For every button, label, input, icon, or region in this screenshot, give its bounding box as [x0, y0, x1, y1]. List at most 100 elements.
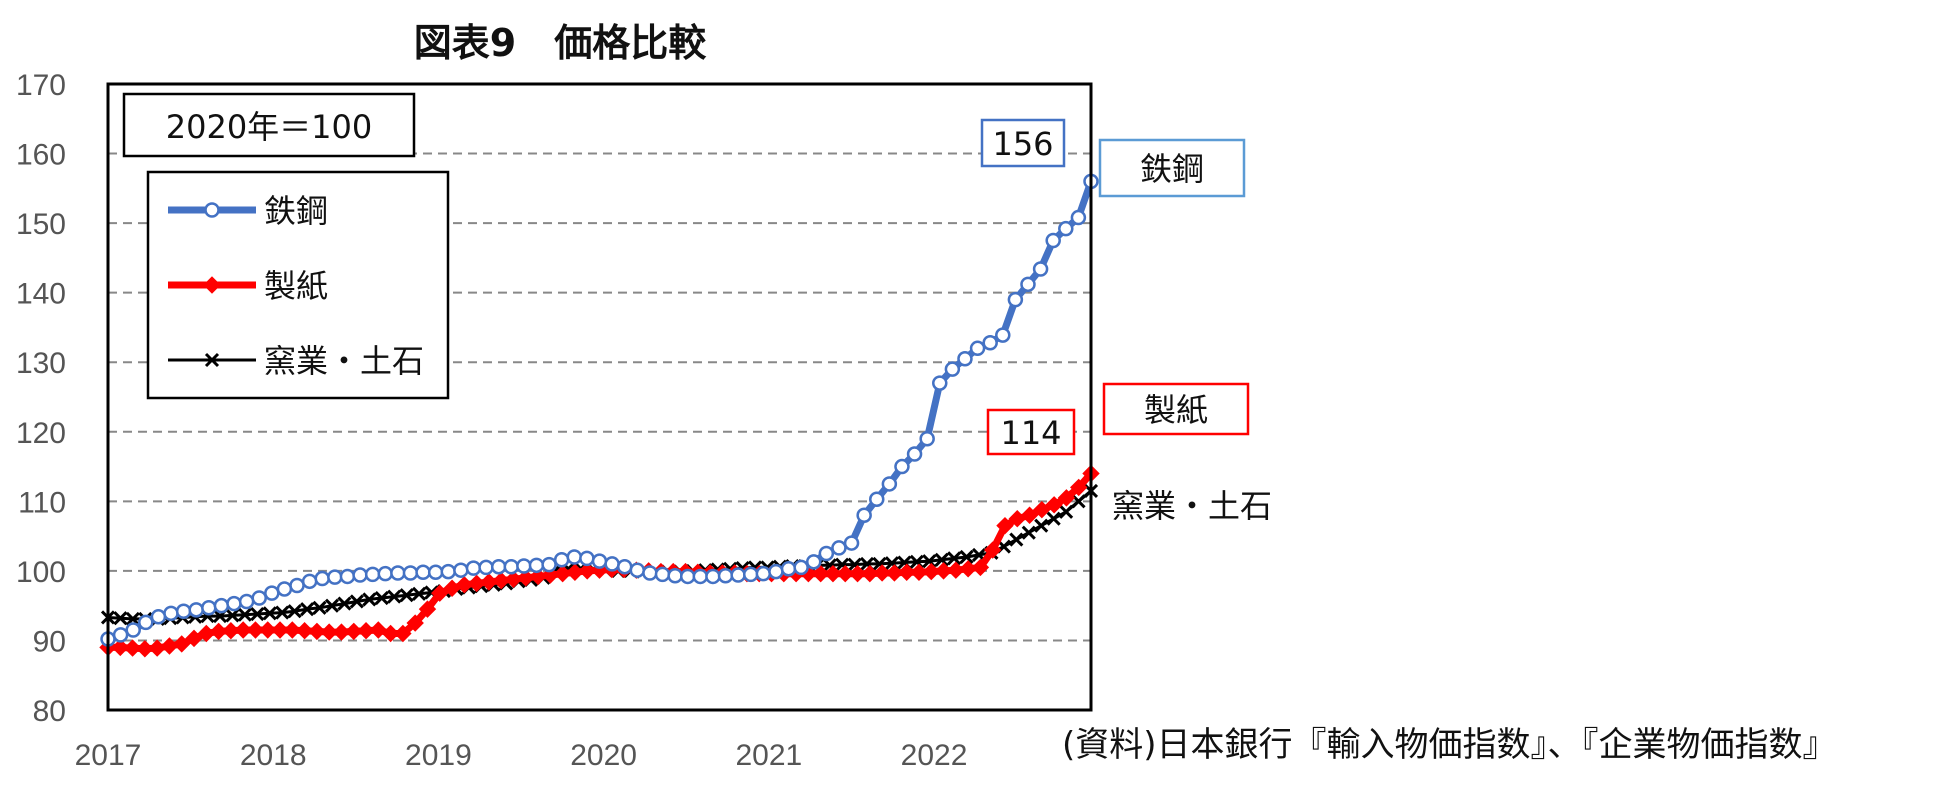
- data-point: [374, 590, 389, 606]
- data-point: [324, 598, 340, 613]
- steel-name: 鉄鋼: [1140, 150, 1204, 188]
- data-point: [856, 507, 872, 523]
- y-tick-label: 90: [33, 625, 66, 658]
- data-point: [349, 594, 364, 609]
- data-point: [1021, 525, 1036, 540]
- data-point: [1020, 506, 1039, 524]
- data-point: [369, 621, 388, 639]
- data-point: [125, 622, 141, 638]
- steel-end-value: 156: [992, 125, 1053, 163]
- data-point: [566, 549, 583, 565]
- data-point: [357, 621, 375, 640]
- y-tick-label: 120: [16, 417, 66, 450]
- data-point: [387, 589, 402, 604]
- data-point: [996, 516, 1014, 535]
- data-point: [944, 361, 961, 377]
- data-point: [591, 553, 608, 569]
- data-point: [705, 568, 721, 585]
- data-point: [394, 624, 412, 643]
- data-point: [150, 609, 167, 625]
- data-point: [541, 556, 557, 573]
- paper-name: 製紙: [1144, 391, 1208, 429]
- data-point: [136, 640, 154, 658]
- data-point: [983, 541, 1002, 559]
- data-point: [402, 565, 419, 581]
- chart-title: 図表9 価格比較: [414, 21, 707, 65]
- data-point: [971, 558, 990, 577]
- data-point: [201, 600, 217, 616]
- data-point: [885, 564, 904, 582]
- data-point: [654, 566, 671, 583]
- data-point: [352, 567, 368, 583]
- y-tick-label: 110: [18, 486, 66, 519]
- y-tick-label: 100: [16, 556, 66, 589]
- data-point: [793, 559, 809, 576]
- data-point: [861, 564, 879, 583]
- data-point: [1032, 261, 1049, 277]
- data-point: [1045, 496, 1063, 514]
- data-point: [185, 629, 203, 648]
- data-point: [843, 535, 860, 551]
- legend-marker: [203, 276, 221, 294]
- y-tick-label: 160: [16, 139, 66, 172]
- data-point: [730, 567, 746, 583]
- legend-label: 窯業・土石: [264, 342, 424, 380]
- data-point: [1057, 489, 1076, 507]
- data-point: [1034, 518, 1049, 533]
- data-point: [381, 624, 400, 643]
- data-point: [805, 554, 822, 570]
- plot-area: [106, 82, 1093, 712]
- data-point: [969, 340, 986, 357]
- data-point: [225, 608, 240, 623]
- base-note: 2020年＝100: [166, 108, 373, 146]
- data-point: [275, 605, 290, 620]
- data-point: [934, 562, 953, 580]
- data-point: [755, 565, 772, 582]
- data-point: [112, 627, 129, 643]
- data-point: [811, 564, 830, 583]
- data-point: [848, 564, 867, 583]
- data-point: [947, 551, 962, 566]
- data-point: [314, 570, 330, 587]
- data-point: [453, 562, 469, 578]
- data-point: [579, 550, 595, 567]
- data-point: [173, 635, 191, 653]
- data-point: [642, 565, 658, 581]
- data-point: [138, 614, 154, 631]
- data-point: [390, 565, 406, 581]
- base-note-box: [122, 92, 416, 158]
- y-tick-label: 80: [33, 695, 66, 728]
- data-point: [113, 611, 128, 626]
- data-point: [667, 568, 683, 584]
- data-point: [934, 552, 949, 567]
- series-layer: [99, 173, 1100, 658]
- data-point: [869, 491, 885, 507]
- x-tick-label: 2018: [240, 739, 307, 772]
- data-point: [629, 562, 646, 578]
- data-point: [264, 585, 280, 601]
- data-point: [237, 607, 252, 622]
- data-point: [259, 621, 277, 639]
- data-point: [528, 557, 545, 574]
- data-point: [831, 540, 847, 556]
- data-point: [283, 621, 302, 639]
- data-point: [440, 563, 457, 580]
- x-tick-label: 2017: [75, 739, 142, 772]
- data-point: [578, 562, 596, 580]
- data-point: [345, 622, 363, 641]
- data-point: [175, 603, 192, 619]
- y-tick-label: 140: [16, 278, 66, 311]
- data-point: [431, 584, 449, 602]
- ceramics-name: 窯業・土石: [1112, 487, 1272, 525]
- data-point: [465, 560, 482, 576]
- data-point: [339, 568, 356, 585]
- steel-name-box: [1098, 138, 1246, 198]
- series-steel: [100, 173, 1099, 647]
- x-axis-ticks: 2017 2018 2019 2020 2021 2022: [75, 739, 968, 772]
- data-point: [415, 564, 431, 581]
- data-point: [406, 614, 424, 632]
- data-point: [959, 549, 974, 565]
- data-point: [427, 564, 444, 581]
- data-point: [226, 595, 242, 612]
- paper-end-value: 114: [1000, 414, 1061, 452]
